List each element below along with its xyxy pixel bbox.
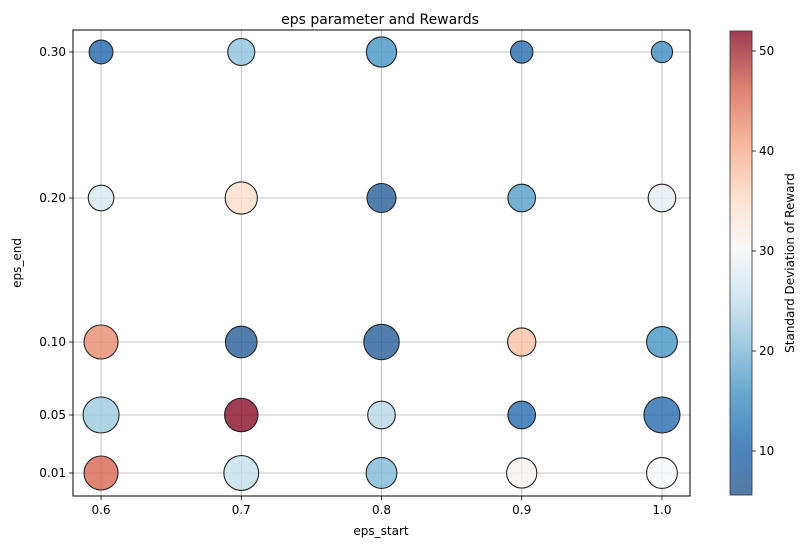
- x-tick-label: 0.7: [232, 503, 251, 517]
- data-point: [509, 40, 534, 64]
- y-tick-label: 0.20: [39, 191, 66, 205]
- data-point: [506, 457, 538, 489]
- data-point: [367, 400, 396, 430]
- data-point: [646, 457, 678, 489]
- data-point: [365, 457, 398, 489]
- data-point: [647, 183, 677, 213]
- chart-title: eps parameter and Rewards: [281, 12, 479, 28]
- colorbar-tick-label: 30: [759, 244, 774, 258]
- data-point: [366, 182, 397, 214]
- data-point: [224, 397, 259, 433]
- y-tick-label: 0.01: [39, 466, 66, 480]
- data-point: [650, 40, 674, 64]
- y-axis-label: eps_end: [10, 238, 24, 288]
- colorbar-ticks: 10 20 30 40 50: [752, 44, 774, 458]
- data-point: [83, 324, 119, 360]
- x-tick-label: 0.9: [512, 503, 531, 517]
- colorbar-tick-label: 50: [759, 44, 774, 58]
- colorbar: [729, 30, 753, 496]
- data-point: [223, 455, 260, 491]
- data-point: [507, 327, 537, 357]
- data-point: [507, 400, 537, 430]
- data-point: [365, 36, 398, 68]
- data-point: [363, 323, 400, 361]
- data-point: [507, 183, 537, 213]
- data-point: [88, 39, 114, 65]
- colorbar-tick-label: 10: [759, 444, 774, 458]
- data-point: [82, 396, 120, 434]
- x-axis-label: eps_start: [353, 524, 408, 538]
- data-point: [87, 184, 115, 212]
- data-points: [82, 36, 681, 491]
- y-tick-label: 0.05: [39, 408, 66, 422]
- data-point: [643, 396, 681, 434]
- colorbar-label: Standard Deviation of Reward: [783, 173, 797, 353]
- x-tick-label: 1.0: [652, 503, 671, 517]
- x-axis-ticks: 0.6 0.7 0.8 0.9 1.0: [91, 496, 672, 517]
- data-point: [224, 325, 258, 359]
- y-tick-label: 0.30: [39, 45, 66, 59]
- data-point: [646, 326, 678, 358]
- data-point: [227, 37, 256, 67]
- colorbar-tick-label: 40: [759, 144, 774, 158]
- data-point: [83, 455, 119, 491]
- data-point: [224, 181, 258, 215]
- y-tick-label: 0.10: [39, 335, 66, 349]
- colorbar-tick-label: 20: [759, 344, 774, 358]
- x-tick-label: 0.8: [372, 503, 391, 517]
- x-tick-label: 0.6: [91, 503, 110, 517]
- y-axis-ticks: 0.01 0.05 0.10 0.20 0.30: [39, 45, 73, 480]
